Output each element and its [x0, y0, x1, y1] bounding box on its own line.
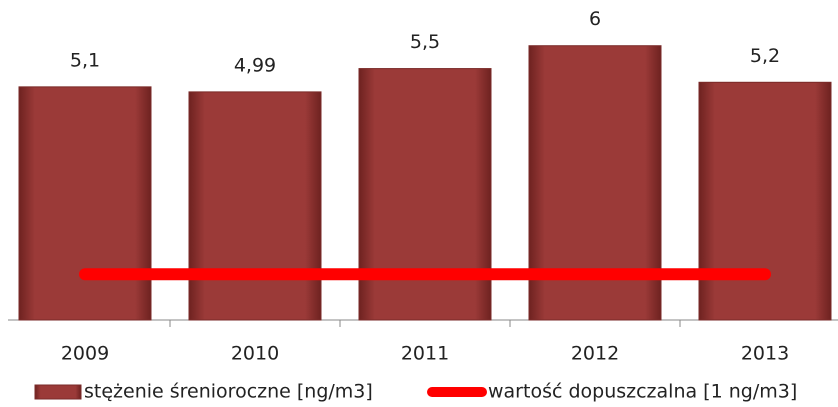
x-tick-label: 2011	[401, 343, 449, 365]
legend-label: stężenie śrenioroczne [ng/m3]	[84, 381, 373, 403]
bar	[358, 68, 492, 321]
data-label: 6	[589, 8, 601, 30]
x-tick-label: 2012	[571, 343, 619, 365]
data-label: 4,99	[234, 54, 276, 76]
data-label: 5,5	[410, 31, 440, 53]
data-label: 5,2	[750, 45, 780, 67]
x-tick-label: 2013	[741, 343, 789, 365]
bar	[698, 81, 832, 321]
data-label: 5,1	[70, 49, 100, 71]
bar	[188, 91, 322, 321]
x-tick-label: 2010	[231, 343, 279, 365]
bar	[18, 86, 152, 321]
legend-label: wartość dopuszczalna [1 ng/m3]	[488, 381, 797, 403]
legend-swatch	[34, 384, 82, 400]
x-tick-label: 2009	[61, 343, 109, 365]
